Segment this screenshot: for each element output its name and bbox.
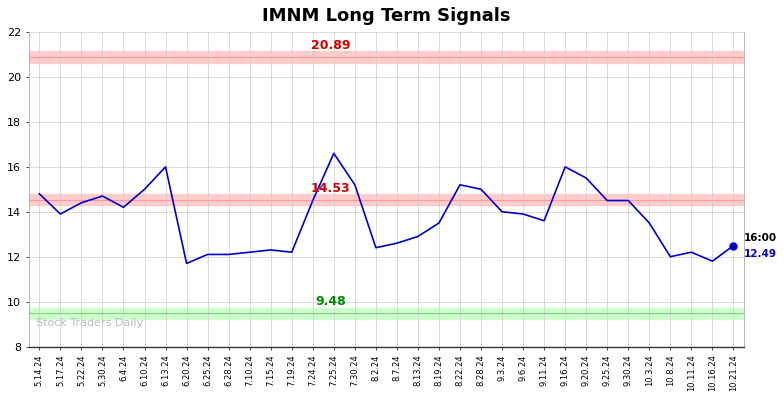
Bar <box>29 51 744 62</box>
Text: 9.48: 9.48 <box>315 295 347 308</box>
Text: Stock Traders Daily: Stock Traders Daily <box>36 318 143 328</box>
Bar <box>29 308 744 319</box>
Bar <box>29 194 744 205</box>
Text: 20.89: 20.89 <box>311 39 350 52</box>
Text: 16:00: 16:00 <box>744 233 777 243</box>
Text: 12.49: 12.49 <box>744 248 777 259</box>
Text: 14.53: 14.53 <box>311 182 350 195</box>
Title: IMNM Long Term Signals: IMNM Long Term Signals <box>262 7 510 25</box>
